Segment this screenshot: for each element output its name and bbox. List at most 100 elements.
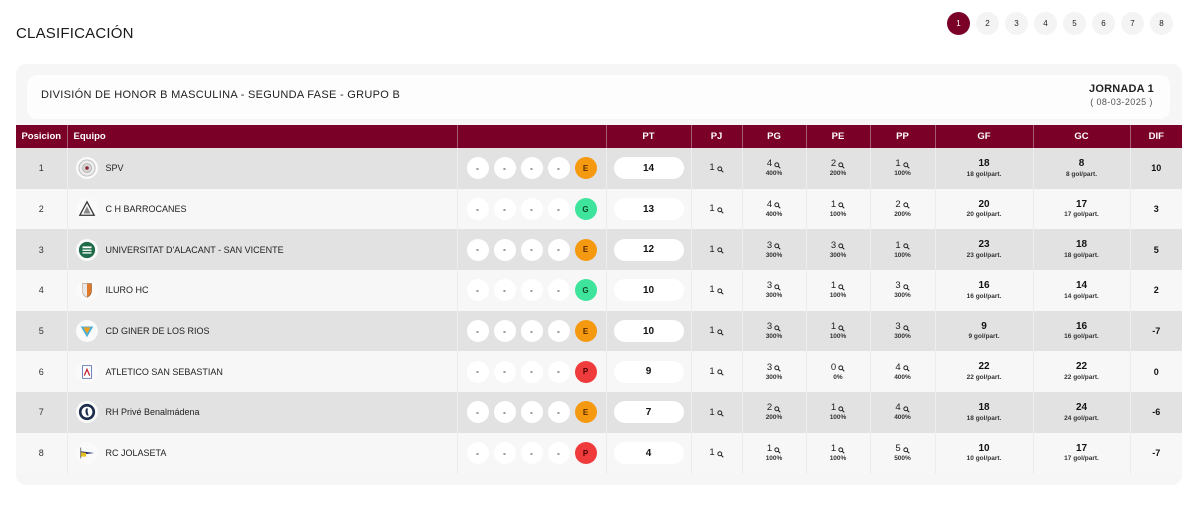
gc-average: 22 gol/part. [1064, 373, 1099, 381]
page-button-7[interactable]: 7 [1121, 12, 1144, 35]
team-name[interactable]: UNIVERSITAT D'ALACANT - SAN VICENTE [105, 244, 284, 255]
search-icon[interactable] [716, 368, 724, 376]
form-result: - [547, 279, 570, 302]
points-pill: 14 [613, 157, 684, 180]
team-cell: CD GINER DE LOS RIOS [66, 310, 457, 352]
pe-cell: 0 0% [805, 351, 870, 393]
search-icon[interactable] [902, 364, 910, 372]
search-icon[interactable] [716, 450, 724, 458]
search-icon[interactable] [774, 283, 781, 291]
pp-percent: 300% [894, 292, 911, 300]
search-icon[interactable] [902, 242, 910, 250]
pg-cell: 4 400% [741, 188, 806, 230]
team-name[interactable]: C H BARROCANES [105, 204, 187, 215]
search-icon[interactable] [716, 206, 724, 214]
pt-cell: 14 [605, 148, 691, 189]
gc-average: 24 gol/part. [1064, 414, 1099, 422]
pg-value: 2 [766, 402, 773, 414]
search-icon[interactable] [902, 201, 910, 210]
form-result: - [520, 320, 543, 343]
table-row[interactable]: 1 SPV - - - - E 14 1 4 400% 2 200% 1 100% 1… [16, 148, 1182, 189]
form-result: - [520, 238, 543, 261]
gf-value: 18 [978, 158, 990, 170]
pg-cell: 3 300% [741, 229, 806, 271]
search-icon[interactable] [902, 446, 910, 454]
table-row[interactable]: 3 UNIVERSITAT D'ALACANT - SAN VICENTE - … [16, 229, 1182, 271]
page-button-8[interactable]: 8 [1150, 12, 1173, 35]
pj-cell: 1 [690, 229, 742, 271]
position: 1 [16, 148, 67, 189]
search-icon[interactable] [838, 201, 845, 210]
table-row[interactable]: 7 RH Privé Benalmádena - - - - E 7 1 2 20… [16, 392, 1182, 433]
search-icon[interactable] [838, 405, 845, 413]
search-icon[interactable] [838, 364, 845, 372]
pj-cell: 1 [690, 432, 742, 474]
page-button-4[interactable]: 4 [1034, 12, 1057, 35]
team-name[interactable]: RC JOLASETA [105, 448, 167, 459]
search-icon[interactable] [716, 246, 724, 254]
league-title: DIVISIÓN DE HONOR B MASCULINA - SEGUNDA … [41, 89, 401, 101]
team-name[interactable]: SPV [105, 163, 124, 174]
pt-cell: 9 [605, 351, 691, 393]
form-result: - [547, 238, 570, 261]
pj-value: 1 [709, 325, 715, 337]
pp-percent: 500% [894, 455, 911, 463]
pj-value: 1 [709, 447, 715, 459]
form-result: - [520, 157, 543, 180]
page-button-2[interactable]: 2 [976, 12, 999, 35]
search-icon[interactable] [838, 324, 845, 332]
team-name[interactable]: CD GINER DE LOS RIOS [105, 326, 210, 337]
team-name[interactable]: ILURO HC [105, 285, 149, 296]
search-icon[interactable] [716, 328, 724, 336]
header-pj: PJ [690, 125, 742, 148]
page-button-3[interactable]: 3 [1005, 12, 1028, 35]
search-icon[interactable] [716, 165, 724, 173]
gc-cell: 17 17 gol/part. [1032, 432, 1130, 474]
form-result: - [466, 198, 489, 221]
search-icon[interactable] [838, 161, 845, 169]
pg-percent: 100% [765, 455, 783, 463]
team-name[interactable]: ATLETICO SAN SEBASTIAN [105, 366, 223, 377]
search-icon[interactable] [716, 409, 724, 417]
form-result: P [574, 442, 597, 465]
search-icon[interactable] [774, 405, 781, 413]
search-icon[interactable] [774, 242, 781, 250]
search-icon[interactable] [902, 405, 910, 413]
form-result: - [520, 401, 543, 424]
form-result: G [574, 198, 597, 221]
search-icon[interactable] [902, 161, 910, 169]
page-button-6[interactable]: 6 [1092, 12, 1115, 35]
search-icon[interactable] [838, 242, 845, 250]
search-icon[interactable] [902, 324, 910, 332]
search-icon[interactable] [774, 446, 781, 454]
gf-value: 10 [978, 442, 990, 454]
gc-value: 17 [1075, 198, 1088, 210]
search-icon[interactable] [774, 324, 781, 332]
standings-table: Posicion Equipo PT PJ PG PE PP GF GC DIF… [16, 125, 1182, 474]
pj-cell: 1 [690, 148, 742, 189]
points-pill: 10 [613, 279, 684, 302]
pe-percent: 200% [829, 170, 847, 178]
pe-percent: 100% [829, 292, 847, 300]
page-button-1[interactable]: 1 [947, 12, 970, 35]
points-pill: 13 [613, 198, 684, 221]
pp-value: 2 [895, 199, 901, 211]
search-icon[interactable] [774, 201, 781, 210]
table-row[interactable]: 6 ATLETICO SAN SEBASTIAN - - - - P 9 1 3… [16, 351, 1182, 393]
team-logo-icon [75, 320, 98, 343]
jornada-pagination: 1 2 3 4 5 6 7 8 [947, 12, 1173, 35]
gf-value: 20 [978, 198, 990, 210]
search-icon[interactable] [902, 283, 910, 291]
search-icon[interactable] [716, 287, 724, 295]
search-icon[interactable] [838, 446, 845, 454]
team-name[interactable]: RH Privé Benalmádena [105, 407, 200, 418]
page-button-5[interactable]: 5 [1063, 12, 1086, 35]
table-row[interactable]: 8 RC JOLASETA - - - - P 4 1 1 100% 1 100% … [16, 432, 1182, 474]
search-icon[interactable] [774, 364, 781, 372]
jornada-date: ( 08-03-2025 ) [1090, 97, 1153, 107]
search-icon[interactable] [774, 161, 781, 169]
search-icon[interactable] [838, 283, 845, 291]
